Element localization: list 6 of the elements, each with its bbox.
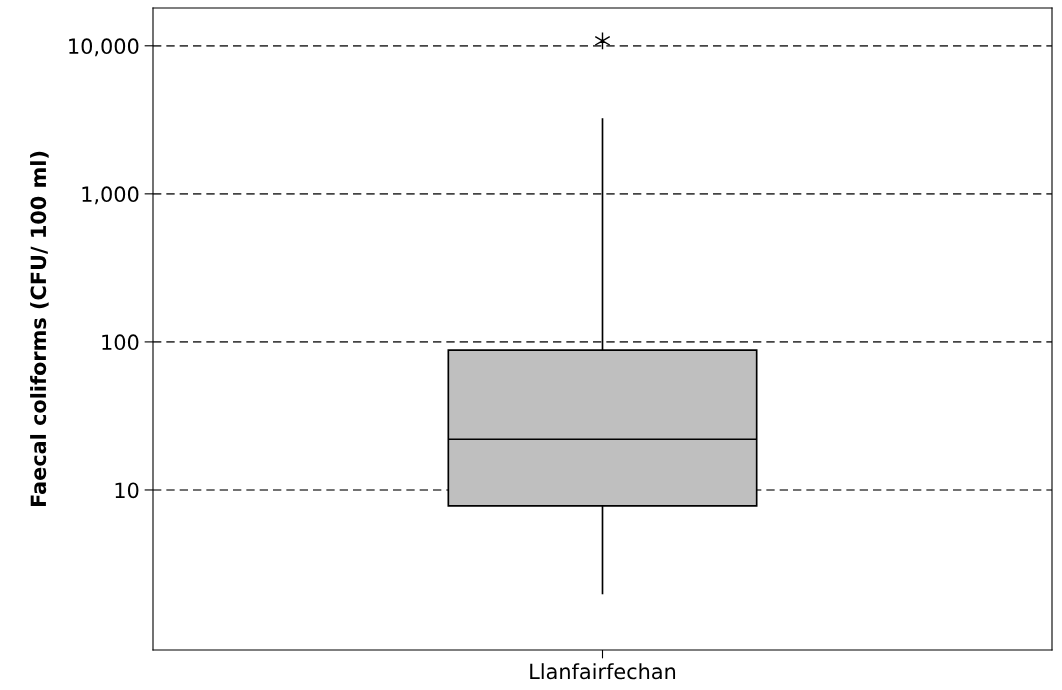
y-axis-title: Faecal coliforms (CFU/ 100 ml): [30, 151, 49, 507]
y-tick-label: 10: [115, 482, 139, 499]
x-tick-label: Llanfairfechan: [530, 663, 676, 680]
y-tick-label: 10,000: [69, 38, 139, 57]
y-tick-label: 1,000: [82, 186, 139, 205]
y-tick-label: 100: [102, 334, 139, 351]
